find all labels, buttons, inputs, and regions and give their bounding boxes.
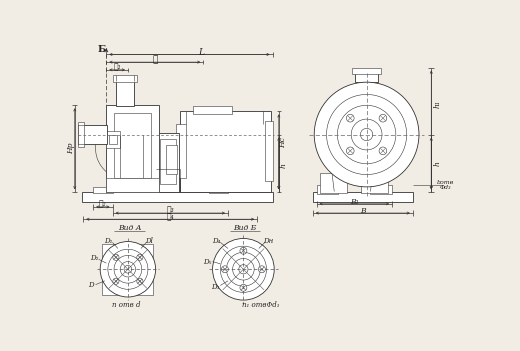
Bar	[157, 133, 179, 192]
Text: B: B	[360, 207, 366, 215]
Bar	[102, 244, 153, 295]
Text: D₅: D₅	[203, 258, 212, 266]
Circle shape	[113, 254, 119, 260]
Bar	[78, 122, 84, 147]
Bar	[107, 131, 120, 148]
Circle shape	[379, 147, 387, 155]
Bar	[355, 71, 378, 82]
Circle shape	[351, 119, 382, 150]
Circle shape	[213, 238, 274, 300]
Bar	[107, 178, 159, 192]
Circle shape	[113, 278, 119, 284]
Circle shape	[240, 284, 247, 291]
Text: Hc: Hc	[279, 137, 288, 148]
Text: bотв: bотв	[436, 180, 454, 185]
Circle shape	[100, 241, 155, 297]
Text: D₃: D₃	[211, 283, 219, 291]
Circle shape	[314, 82, 419, 187]
Text: Dн: Dн	[263, 237, 273, 245]
Circle shape	[222, 266, 228, 273]
Bar	[176, 124, 186, 178]
Circle shape	[108, 249, 148, 289]
Text: n₁ отвΦd₁: n₁ отвΦd₁	[242, 302, 279, 310]
Bar	[107, 105, 159, 192]
Text: ℓ₄: ℓ₄	[166, 213, 174, 221]
Bar	[352, 67, 381, 74]
Circle shape	[120, 261, 136, 277]
Circle shape	[239, 265, 248, 274]
Circle shape	[227, 252, 261, 286]
Text: D₂: D₂	[90, 254, 98, 262]
Text: B₁: B₁	[350, 198, 359, 205]
Bar	[180, 111, 271, 192]
Text: ℓ₁: ℓ₁	[113, 64, 121, 72]
Circle shape	[232, 258, 254, 280]
Circle shape	[240, 247, 247, 254]
Bar	[193, 106, 232, 114]
Bar	[114, 113, 151, 178]
Text: Вид Б: Вид Б	[233, 224, 257, 232]
Bar	[109, 134, 117, 144]
Bar	[370, 185, 392, 194]
Circle shape	[379, 114, 387, 122]
Bar	[166, 145, 177, 174]
Text: Φd₃: Φd₃	[439, 185, 451, 190]
Bar	[160, 139, 176, 184]
Bar	[93, 187, 112, 193]
Text: L: L	[198, 48, 204, 57]
Text: ℓ₃: ℓ₃	[166, 207, 174, 215]
Circle shape	[258, 266, 265, 273]
Circle shape	[346, 114, 354, 122]
Circle shape	[346, 147, 354, 155]
Circle shape	[114, 256, 142, 283]
Text: h₁: h₁	[434, 100, 441, 108]
Text: n отв d: n отв d	[112, 302, 140, 310]
Bar	[320, 173, 347, 193]
Bar	[209, 187, 228, 193]
Text: Б: Б	[98, 45, 106, 54]
Bar	[78, 125, 107, 144]
Text: D: D	[88, 281, 94, 289]
Bar	[317, 185, 338, 194]
Circle shape	[220, 246, 267, 292]
Text: Dl: Dl	[146, 237, 153, 245]
Bar	[358, 82, 375, 96]
Bar	[115, 81, 134, 106]
Bar	[313, 192, 413, 202]
Text: h: h	[434, 161, 441, 166]
Text: Hp: Hp	[67, 143, 75, 154]
Circle shape	[337, 105, 396, 164]
Text: D₁: D₁	[105, 237, 113, 245]
Bar	[112, 75, 137, 82]
Text: ℓ: ℓ	[152, 55, 158, 64]
Circle shape	[137, 278, 143, 284]
Text: ℓ₂: ℓ₂	[99, 200, 106, 208]
Bar	[82, 192, 272, 202]
Bar	[265, 121, 272, 181]
Text: h: h	[279, 163, 288, 168]
Text: D₄: D₄	[212, 237, 220, 245]
Circle shape	[137, 254, 143, 260]
Circle shape	[360, 128, 373, 141]
Text: Вид А: Вид А	[118, 224, 141, 232]
Circle shape	[124, 265, 132, 273]
Bar	[361, 173, 388, 193]
Circle shape	[327, 94, 407, 174]
